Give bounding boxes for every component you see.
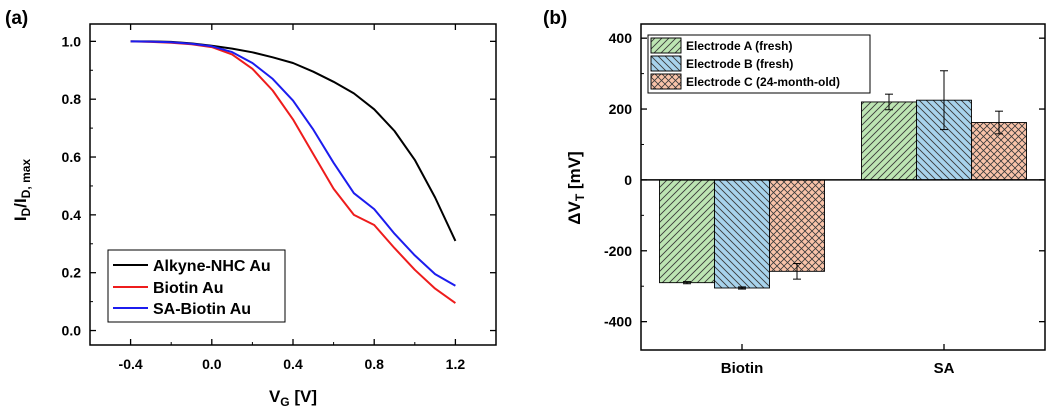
a-y-tick-label: 1.0 — [62, 33, 82, 49]
b-y-tick-label: 400 — [609, 30, 633, 46]
legend-label-biotin: Biotin Au — [153, 280, 224, 297]
series-line-sa-biotin — [130, 40, 456, 287]
a-y-tick-label: 0.4 — [62, 207, 82, 223]
b-y-tick-label: 200 — [609, 101, 633, 117]
b-y-tick-label: 0 — [624, 172, 632, 188]
b-category-label: SA — [934, 360, 955, 377]
panel-b-ylabel: ΔVT [mV] — [565, 151, 587, 224]
panel-a-ticks: -0.4 0.0 0.4 0.8 1.2 0.0 0.2 0.4 0.6 0.8 1.0 — [62, 24, 496, 372]
a-y-tick-label: 0.8 — [62, 91, 82, 107]
bar-electrode-c — [769, 179, 825, 272]
a-x-tick-label: 1.2 — [446, 356, 466, 372]
panel-b-bars — [659, 70, 1027, 290]
panel-a-ylabel: ID/ID, max — [11, 159, 33, 222]
panel-b-axes-frame — [640, 23, 1046, 351]
panel-b-legend-box — [647, 34, 871, 94]
panel-a: (a) -0.4 0.0 0.4 0.8 1.2 0.0 0.2 0.4 0.6 0.8 1.0 I… — [5, 8, 497, 409]
panel-b-legend: Electrode A (fresh) Electrode B (fresh) … — [647, 34, 871, 94]
panel-a-legend: Alkyne-NHC Au Biotin Au SA-Biotin Au — [107, 249, 286, 323]
a-y-tick-label: 0.2 — [62, 265, 82, 281]
a-x-tick-label: 0.8 — [364, 356, 384, 372]
legend-label-electrode-c: Electrode C (24-month-old) — [686, 75, 840, 89]
bar-electrode-b — [714, 179, 770, 289]
a-x-tick-label: 0.4 — [283, 356, 303, 372]
panel-a-series — [130, 40, 457, 304]
bar-electrode-a — [861, 101, 917, 181]
a-y-tick-label: 0.6 — [62, 149, 82, 165]
legend-label-electrode-a: Electrode A (fresh) — [686, 39, 792, 53]
b-category-label: Biotin — [721, 360, 764, 377]
panel-b-ticks: -400 -200 0 200 400 Biotin SA — [604, 30, 1045, 377]
panel-b-label: (b) — [543, 8, 567, 29]
legend-swatch-electrode-c-hatch — [650, 73, 682, 90]
legend-label-electrode-b: Electrode B (fresh) — [686, 57, 793, 71]
legend-swatch-electrode-b-hatch — [650, 55, 682, 72]
panel-a-label: (a) — [5, 8, 28, 29]
a-y-tick-label: 0.0 — [62, 323, 82, 339]
legend-label-sa-biotin: SA-Biotin Au — [153, 301, 251, 318]
a-x-tick-label: 0.0 — [202, 356, 222, 372]
legend-swatch-electrode-a-hatch — [650, 37, 682, 54]
bar-electrode-a — [659, 179, 715, 284]
panel-b: (b) -400 -200 0 200 400 Biotin SA ΔVT [mV] Ele… — [543, 8, 1046, 377]
panel-a-xlabel: VG [V] — [269, 387, 317, 409]
b-y-tick-label: -200 — [604, 243, 632, 259]
legend-label-alkyne: Alkyne-NHC Au — [153, 258, 271, 275]
b-y-tick-label: -400 — [604, 314, 632, 330]
series-line-alkyne — [130, 40, 457, 242]
a-x-tick-label: -0.4 — [119, 356, 143, 372]
